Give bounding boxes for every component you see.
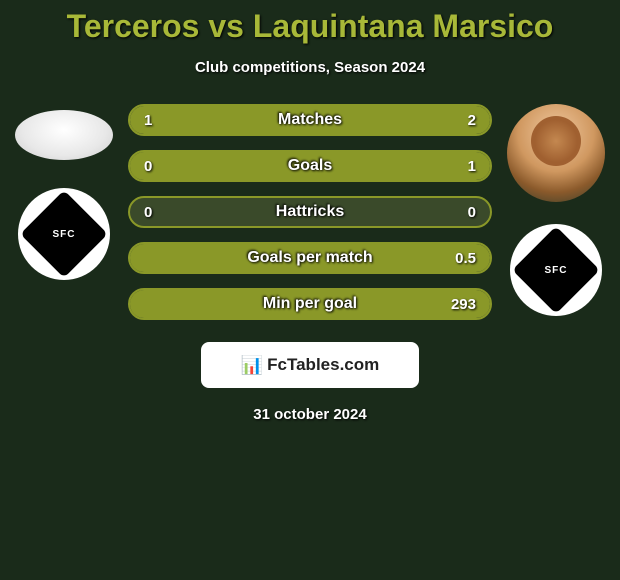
comparison-row: SFC 1 Matches 2 0 Goals 1 0 Hattricks 0 Goals per… [0, 104, 620, 320]
chart-icon: 📊 [241, 355, 263, 376]
stat-label: Hattricks [276, 203, 344, 221]
page-title: Terceros vs Laquintana Marsico [0, 0, 620, 45]
subtitle: Club competitions, Season 2024 [0, 59, 620, 76]
stat-value-left: 1 [144, 112, 152, 129]
stat-value-left: 0 [144, 158, 152, 175]
player-left-club-badge: SFC [18, 188, 110, 280]
club-badge-text: SFC [53, 229, 76, 240]
stat-label: Goals per match [247, 249, 372, 267]
stat-label: Matches [278, 111, 342, 129]
stat-bar: Min per goal 293 [128, 288, 492, 320]
date-label: 31 october 2024 [0, 406, 620, 423]
stat-value-right: 0 [468, 204, 476, 221]
stat-value-right: 0.5 [455, 250, 476, 267]
stat-bar: Goals per match 0.5 [128, 242, 492, 274]
brand-name: FcTables.com [267, 355, 379, 375]
stat-label: Min per goal [263, 295, 357, 313]
club-badge-text: SFC [545, 265, 568, 276]
player-right-club-badge: SFC [510, 224, 602, 316]
stat-bar: 0 Hattricks 0 [128, 196, 492, 228]
stat-value-right: 1 [468, 158, 476, 175]
player-right-column: SFC [496, 104, 616, 320]
player-left-avatar [15, 110, 113, 160]
stat-value-right: 2 [468, 112, 476, 129]
stat-value-right: 293 [451, 296, 476, 313]
brand-box: 📊 FcTables.com [201, 342, 419, 388]
player-left-column: SFC [4, 104, 124, 320]
stat-bar: 1 Matches 2 [128, 104, 492, 136]
stat-value-left: 0 [144, 204, 152, 221]
player-right-avatar [507, 104, 605, 202]
stat-label: Goals [288, 157, 332, 175]
stat-bar: 0 Goals 1 [128, 150, 492, 182]
stats-column: 1 Matches 2 0 Goals 1 0 Hattricks 0 Goals per mat… [124, 104, 496, 320]
